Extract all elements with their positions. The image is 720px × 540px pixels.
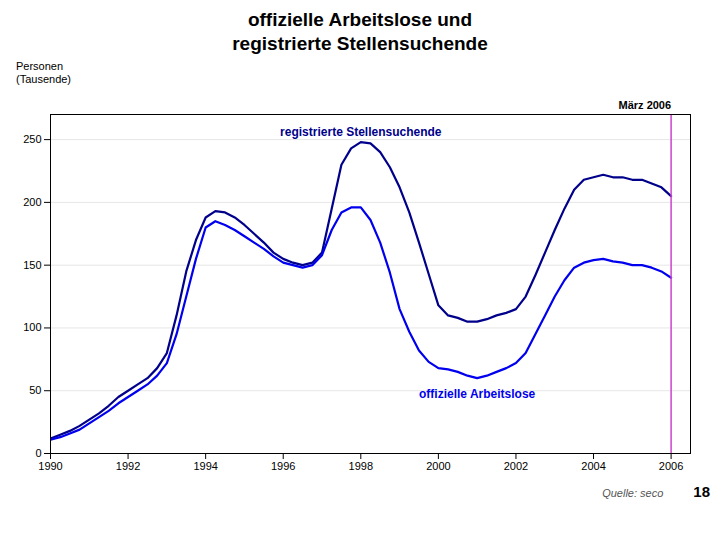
svg-text:200: 200 [23, 196, 41, 208]
svg-text:März 2006: März 2006 [619, 98, 672, 110]
html-text:offizielle Arbeitslose und reg: offizielle Arbeitslose und registrierte … [232, 9, 488, 54]
svg-text:offizielle Arbeitslose: offizielle Arbeitslose [419, 387, 536, 401]
svg-text:1990: 1990 [38, 460, 62, 472]
svg-text:0: 0 [35, 447, 41, 459]
svg-text:1996: 1996 [271, 460, 295, 472]
svg-text:1998: 1998 [349, 460, 373, 472]
svg-text:1992: 1992 [116, 460, 140, 472]
svg-text:50: 50 [29, 384, 41, 396]
svg-text:2000: 2000 [426, 460, 450, 472]
svg-text:100: 100 [23, 321, 41, 333]
svg-text:2006: 2006 [659, 460, 683, 472]
svg-text:2002: 2002 [504, 460, 528, 472]
svg-text:1994: 1994 [193, 460, 217, 472]
svg-text:registrierte Stellensuchende: registrierte Stellensuchende [280, 125, 442, 139]
html-text:Personen (Tausende): Personen (Tausende) [16, 59, 71, 85]
html-text:18: 18 [693, 482, 710, 500]
html-text:Quelle: seco: Quelle: seco [602, 486, 664, 499]
svg-text:250: 250 [23, 133, 41, 145]
svg-text:2004: 2004 [581, 460, 605, 472]
svg-text:150: 150 [23, 259, 41, 271]
